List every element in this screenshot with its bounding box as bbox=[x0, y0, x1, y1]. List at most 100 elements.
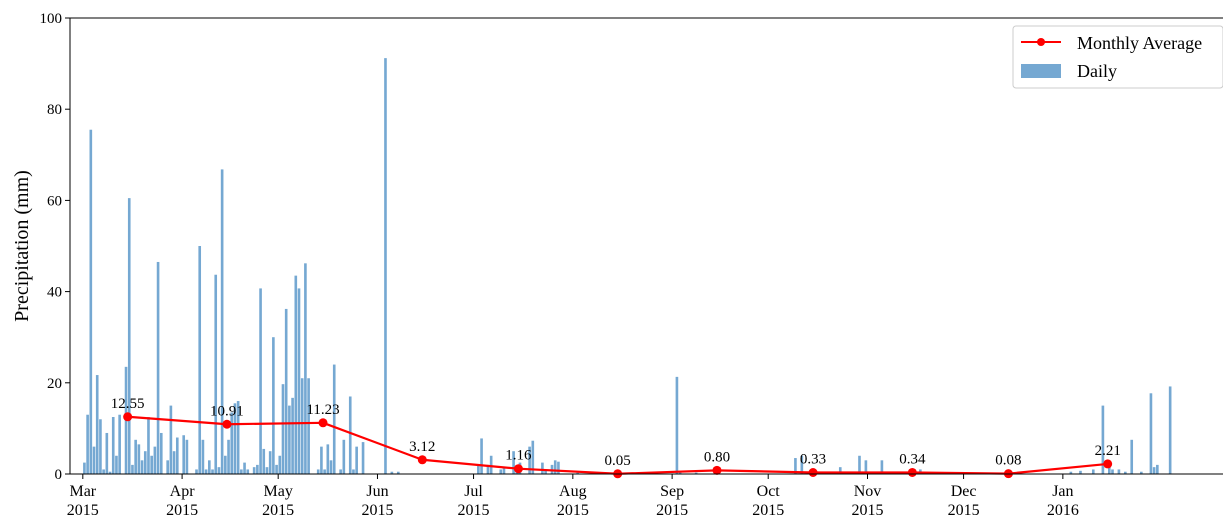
daily-bar bbox=[175, 437, 179, 474]
daily-bar bbox=[384, 58, 387, 475]
monthly-average-value-label: 0.05 bbox=[605, 453, 631, 469]
legend-bar-swatch bbox=[1021, 64, 1061, 78]
daily-bar bbox=[1117, 469, 1121, 474]
x-axis: Mar 2015 Apr 2015 May 2015 Jun 2015 Jul 2015 Aug 20… bbox=[67, 474, 1079, 519]
daily-bar bbox=[115, 455, 118, 474]
daily-bar bbox=[297, 288, 301, 474]
daily-bar bbox=[99, 419, 102, 474]
daily-bar bbox=[1140, 471, 1143, 474]
daily-bar bbox=[332, 364, 336, 474]
monthly-average-point bbox=[907, 467, 917, 477]
daily-bar bbox=[1130, 439, 1134, 474]
monthly-average-point bbox=[1103, 459, 1113, 469]
daily-bar bbox=[217, 467, 221, 474]
daily-bar bbox=[105, 432, 109, 474]
daily-bar bbox=[281, 384, 285, 474]
daily-bar bbox=[1107, 467, 1111, 474]
daily-bar bbox=[477, 464, 480, 474]
x-tick-label-month: May bbox=[264, 483, 293, 500]
daily-bar bbox=[675, 376, 679, 474]
monthly-average-value-label: 0.34 bbox=[899, 451, 926, 467]
daily-bar bbox=[291, 397, 294, 474]
daily-bar bbox=[320, 446, 323, 474]
daily-bar bbox=[131, 464, 134, 474]
daily-bar bbox=[361, 442, 365, 474]
daily-bar bbox=[294, 275, 298, 474]
y-tick-label: 80 bbox=[47, 102, 62, 118]
daily-bar bbox=[858, 455, 861, 474]
daily-bar bbox=[864, 460, 868, 474]
legend-box bbox=[1012, 25, 1223, 89]
daily-bar bbox=[499, 469, 503, 474]
daily-bar bbox=[355, 446, 358, 474]
x-tick-label-year: 2015 bbox=[361, 502, 393, 518]
daily-bar bbox=[127, 198, 131, 474]
daily-bar bbox=[396, 471, 400, 474]
daily-bar bbox=[166, 460, 169, 474]
daily-bar bbox=[339, 469, 342, 474]
daily-bar bbox=[147, 417, 150, 474]
daily-bar bbox=[678, 471, 682, 474]
daily-bar bbox=[118, 414, 121, 474]
x-tick-label-month: Oct bbox=[757, 483, 781, 500]
daily-bar bbox=[195, 469, 198, 474]
monthly-average-value-label: 11.23 bbox=[306, 402, 339, 418]
monthly-average-point bbox=[417, 455, 427, 465]
legend-label-daily: Daily bbox=[1077, 61, 1117, 81]
x-tick-label-month: Nov bbox=[854, 483, 882, 500]
daily-bar bbox=[1069, 471, 1073, 474]
daily-bar bbox=[198, 246, 202, 474]
x-tick-label-month: Dec bbox=[951, 483, 977, 500]
daily-bar bbox=[794, 458, 797, 474]
daily-bar bbox=[390, 471, 394, 474]
y-axis-label: Precipitation (mm) bbox=[11, 170, 33, 322]
daily-bar bbox=[137, 444, 141, 474]
daily-bar bbox=[240, 469, 243, 474]
daily-bar bbox=[236, 401, 240, 474]
daily-bar bbox=[1149, 393, 1153, 474]
daily-bar bbox=[185, 439, 189, 474]
daily-bar bbox=[1091, 469, 1095, 474]
daily-bar bbox=[182, 435, 186, 474]
daily-bar bbox=[259, 288, 262, 474]
daily-bar bbox=[800, 455, 804, 474]
daily-bar bbox=[316, 469, 320, 474]
daily-bar bbox=[1124, 471, 1127, 474]
daily-bar bbox=[348, 396, 352, 474]
x-tick-label-year: 2016 bbox=[1047, 502, 1079, 518]
daily-bar bbox=[159, 432, 163, 474]
monthly-average-point bbox=[222, 419, 232, 429]
monthly-average-value-label: 1.16 bbox=[505, 448, 532, 464]
daily-bar bbox=[230, 412, 234, 474]
x-tick-label-year: 2015 bbox=[67, 502, 99, 518]
legend: Monthly Average Daily bbox=[1012, 25, 1223, 89]
daily-bar bbox=[243, 462, 246, 474]
daily-bar bbox=[1079, 470, 1082, 474]
daily-bar bbox=[252, 467, 256, 474]
daily-bar bbox=[1168, 386, 1172, 474]
daily-bar bbox=[268, 451, 272, 474]
daily-bar bbox=[1152, 467, 1156, 474]
daily-bar bbox=[233, 403, 237, 474]
monthly-average-value-label: 2.21 bbox=[1095, 443, 1121, 459]
x-tick-label-month: Sep bbox=[660, 483, 684, 500]
daily-bar bbox=[102, 469, 105, 474]
daily-bar bbox=[156, 261, 160, 474]
daily-bar bbox=[143, 451, 147, 474]
daily-bar bbox=[300, 378, 304, 474]
daily-bar bbox=[227, 439, 230, 474]
legend-marker-swatch bbox=[1037, 38, 1045, 46]
monthly-average-labels: 12.55 10.91 11.23 3.12 1.16 0.05 0.80 0.33 0.34 0… bbox=[111, 396, 1121, 469]
monthly-average-value-label: 10.91 bbox=[210, 403, 244, 419]
daily-bar bbox=[92, 446, 96, 474]
x-tick-label-year: 2015 bbox=[752, 502, 784, 518]
daily-bar bbox=[838, 467, 842, 474]
monthly-average-value-label: 0.08 bbox=[995, 453, 1021, 469]
x-tick-label-year: 2015 bbox=[458, 502, 490, 518]
daily-bar bbox=[486, 464, 490, 474]
daily-bar bbox=[304, 263, 307, 474]
monthly-average-value-label: 12.55 bbox=[111, 396, 145, 412]
daily-bar bbox=[86, 414, 89, 474]
daily-bar bbox=[557, 461, 560, 474]
daily-bar bbox=[284, 308, 288, 474]
